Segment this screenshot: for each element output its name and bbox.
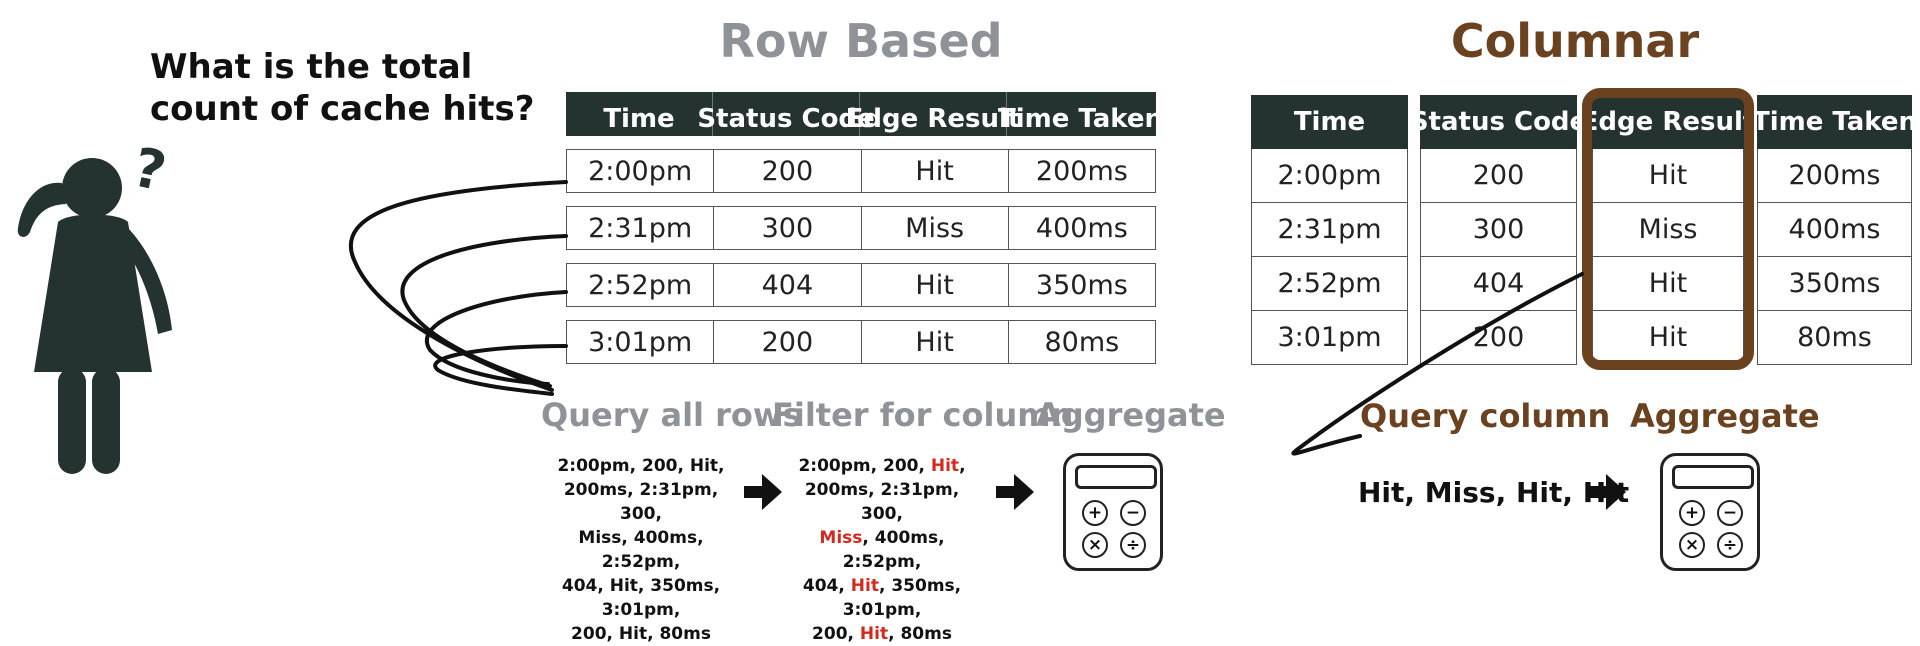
table-row: 2:31pm 300 Miss 400ms <box>566 206 1156 250</box>
table-row: 2:52pm 404 Hit 350ms <box>566 263 1156 307</box>
calculator-screen <box>1075 465 1157 489</box>
column-status-code: Status Code 200 300 404 200 <box>1410 95 1587 365</box>
column-cell: Miss <box>1592 203 1744 257</box>
step-aggregate-column: Aggregate <box>1630 397 1820 435</box>
column-cell: 200ms <box>1757 149 1912 203</box>
times-key-icon: × <box>1679 532 1705 558</box>
plus-key-icon: + <box>1082 500 1108 526</box>
column-values-text: Hit, Miss, Hit, Hit <box>1358 476 1630 509</box>
scan-line-row-3 <box>425 290 568 386</box>
divide-key-icon: ÷ <box>1717 532 1743 558</box>
minus-key-icon: − <box>1120 500 1146 526</box>
minus-key-icon: − <box>1717 500 1743 526</box>
row-scan-lines <box>348 180 568 396</box>
calculator-icon: + − × ÷ <box>1660 453 1760 571</box>
cell-time-taken: 350ms <box>1035 269 1128 301</box>
calculator-icon: + − × ÷ <box>1063 453 1163 571</box>
column-header: Edge Result <box>1581 95 1755 149</box>
header-time: Time <box>566 92 713 136</box>
times-key-icon: × <box>1082 532 1108 558</box>
scan-line-row-2 <box>400 234 568 388</box>
column-header: Time <box>1251 95 1408 149</box>
cell-time-taken: 80ms <box>1044 326 1120 358</box>
data-line: 200, Hit, 80ms <box>812 624 952 644</box>
cell-edge-result: Hit <box>862 150 1009 192</box>
header-edge-result: Edge Result <box>846 92 1020 136</box>
column-header: Status Code <box>1410 95 1587 149</box>
row-based-title: Row Based <box>719 14 1003 68</box>
cell-status-code: 200 <box>714 150 862 192</box>
row-based-header: Time Status Code Edge Result Time Taken <box>566 92 1164 136</box>
column-header: Time Taken <box>1752 95 1917 149</box>
cell-edge-result: Hit <box>862 321 1009 363</box>
question-line-1: What is the total <box>150 47 473 87</box>
step-query-column: Query column <box>1360 397 1611 435</box>
cell-edge-result: Miss <box>862 207 1009 249</box>
cell-time: 2:52pm <box>567 264 715 306</box>
column-cell: 3:01pm <box>1251 311 1408 365</box>
cell-time: 3:01pm <box>567 321 715 363</box>
column-cell: 2:00pm <box>1251 149 1408 203</box>
data-line: Miss, 400ms, 2:52pm, <box>819 528 945 572</box>
question-line-2: count of cache hits? <box>150 89 535 129</box>
column-cell: 350ms <box>1757 257 1912 311</box>
data-line: 200, Hit, 80ms <box>571 624 711 644</box>
divide-key-icon: ÷ <box>1120 532 1146 558</box>
column-cell: 2:52pm <box>1251 257 1408 311</box>
data-line: 200ms, 2:31pm, 300, <box>804 480 960 524</box>
column-cell: 80ms <box>1757 311 1912 365</box>
calculator-screen <box>1672 465 1754 489</box>
column-cell: 300 <box>1420 203 1577 257</box>
arrow-right-icon <box>744 474 782 510</box>
scan-line-row-4 <box>433 344 568 396</box>
highlight-miss: Miss <box>819 528 863 548</box>
column-time-taken: Time Taken 200ms 400ms 350ms 80ms <box>1752 95 1917 365</box>
column-cell: Hit <box>1592 257 1744 311</box>
cell-edge-result: Hit <box>862 264 1009 306</box>
edge-result-highlight <box>1582 88 1754 370</box>
highlight-hit: Hit <box>930 456 960 476</box>
cell-time-taken: 400ms <box>1035 212 1128 244</box>
column-cell: 200 <box>1420 149 1577 203</box>
row-based-table: Time Status Code Edge Result Time Taken … <box>566 92 1164 364</box>
cell-time-taken: 200ms <box>1035 155 1128 187</box>
column-cell: Hit <box>1592 149 1744 203</box>
arrow-right-icon <box>1588 474 1626 510</box>
cell-time: 2:31pm <box>567 207 715 249</box>
header-time-taken: Time Taken <box>997 104 1164 134</box>
data-line: 2:00pm, 200, Hit, <box>557 456 725 476</box>
cell-status-code: 200 <box>714 321 862 363</box>
column-scan-line <box>1291 272 1584 456</box>
column-cell: 404 <box>1420 257 1577 311</box>
column-time: Time 2:00pm 2:31pm 2:52pm 3:01pm <box>1251 95 1408 365</box>
data-line: 2:00pm, 200, Hit, <box>798 456 966 476</box>
arrow-right-icon <box>996 474 1034 510</box>
data-line: Miss, 400ms, 2:52pm, <box>578 528 704 572</box>
data-line: 200ms, 2:31pm, 300, <box>563 480 719 524</box>
column-cell: 2:31pm <box>1251 203 1408 257</box>
cell-status-code: 404 <box>714 264 862 306</box>
person-thinking-icon <box>17 158 172 474</box>
columnar-title: Columnar <box>1450 14 1700 68</box>
table-row: 3:01pm 200 Hit 80ms <box>566 320 1156 364</box>
highlight-hit: Hit <box>859 624 889 644</box>
header-status-code: Status Code <box>697 92 875 136</box>
question-text: What is the total count of cache hits? <box>150 46 534 130</box>
column-cell: 400ms <box>1757 203 1912 257</box>
plus-key-icon: + <box>1679 500 1705 526</box>
table-row: 2:00pm 200 Hit 200ms <box>566 149 1156 193</box>
cell-time: 2:00pm <box>567 150 715 192</box>
cell-status-code: 300 <box>714 207 862 249</box>
